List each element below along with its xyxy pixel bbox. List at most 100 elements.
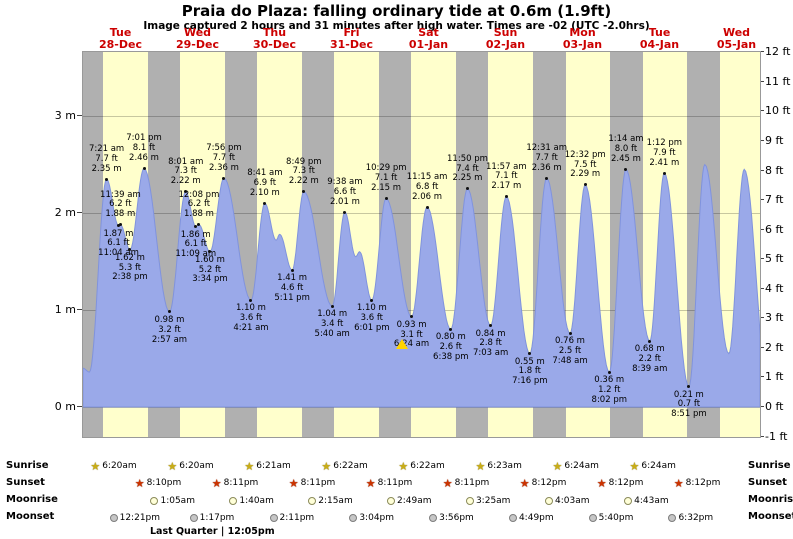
sunset-item: ★ 8:10pm: [135, 477, 182, 489]
sunrise-star-icon: ★: [629, 459, 640, 473]
axis-tick: [759, 228, 764, 230]
y-axis-right-label: 6 ft: [765, 222, 784, 236]
y-axis-right-label: 7 ft: [765, 193, 784, 207]
day-name: Sat: [418, 26, 439, 39]
day-date: 31-Dec: [330, 37, 373, 51]
tide-label-line: 2.22 m: [288, 176, 319, 187]
tide-label-line: 2.15 m: [371, 183, 402, 194]
axis-tick: [77, 309, 82, 310]
tide-label-line: 7.1 ft: [374, 173, 398, 184]
axis-tick: [77, 212, 82, 213]
tide-label-line: 6:24 am: [393, 339, 430, 350]
sunrise-item: ★ 6:21am: [244, 460, 290, 472]
tide-label-line: 7.3 ft: [292, 166, 315, 177]
tide-label-line: 0.36 m: [594, 375, 625, 386]
meter-gridline: [83, 116, 760, 117]
sunset-time: 8:12pm: [685, 478, 721, 488]
tide-label-line: 8:51 pm: [671, 409, 707, 420]
tide-label-line: 10:29 pm: [365, 163, 407, 174]
axis-tick: [759, 139, 764, 141]
sunset-star-icon: ★: [365, 476, 376, 490]
moonrise-item: 1:05am: [150, 495, 195, 507]
sunrise-star-icon: ★: [321, 459, 332, 473]
tide-label-high: 8:41 am 6.9 ft 2.10 m: [239, 168, 291, 198]
moonrise-time: 2:49am: [397, 496, 432, 506]
tide-label-line: 1:14 am: [608, 134, 644, 145]
sunrise-item: ★ 6:24am: [630, 460, 676, 472]
moonset-time: 3:56pm: [439, 513, 474, 523]
tide-label-line: 8.0 ft: [614, 144, 638, 155]
tide-point-dot: [410, 315, 414, 319]
tide-label-line: 5:40 am: [314, 328, 350, 339]
moonrise-item: 2:49am: [387, 495, 432, 507]
tide-label-line: 2.41 m: [649, 157, 680, 168]
tide-label-line: 7.5 ft: [574, 159, 597, 170]
moonrise-item: 3:25am: [465, 495, 510, 507]
axis-tick: [759, 406, 764, 407]
tide-point-dot: [545, 176, 549, 180]
moonset-item: 6:32pm: [668, 512, 713, 524]
axis-tick: [759, 258, 764, 260]
tide-label-line: 7.1 ft: [495, 171, 518, 182]
y-axis-right-label: 3 ft: [765, 311, 784, 325]
tide-label-line: 1.2 ft: [598, 384, 621, 395]
sunset-item: ★ 8:12pm: [520, 477, 567, 489]
tide-label-line: 7:21 am: [88, 144, 125, 155]
tide-label-low: 1.10 m 3.6 ft 6:01 pm: [346, 303, 398, 333]
axis-tick: [759, 435, 764, 437]
tide-point-dot: [343, 210, 347, 214]
moonrise-icon: [544, 497, 553, 505]
sunrise-star-icon: ★: [167, 459, 178, 473]
tide-label-line: 1.41 m: [277, 273, 308, 284]
tide-label-line: 6.8 ft: [415, 181, 439, 192]
moonrise-row-label-right: Moonrise: [748, 494, 793, 505]
tide-label-low: 0.98 m 3.2 ft 2:57 am: [143, 315, 195, 345]
y-axis-right-label: 11 ft: [765, 74, 791, 88]
sunset-time: 8:12pm: [531, 478, 567, 488]
tide-label-high: 11:39 am 6.2 ft 1.88 m: [94, 190, 146, 220]
moonrise-row-label-left: Moonrise: [6, 494, 58, 505]
tide-label-line: 2.36 m: [531, 162, 562, 173]
tide-label-line: 6.9 ft: [253, 178, 277, 189]
tide-label-line: 9:38 am: [327, 177, 363, 188]
moonset-icon: [269, 514, 278, 522]
tide-point-dot: [662, 171, 666, 175]
tide-point-dot: [167, 310, 171, 314]
day-date: 02-Jan: [485, 37, 526, 51]
day-date: 05-Jan: [716, 37, 757, 51]
day-name: Mon: [569, 26, 596, 39]
axis-tick: [759, 110, 764, 112]
sunset-time: 8:11pm: [377, 478, 413, 488]
last-quarter-note: Last Quarter | 12:05pm: [150, 526, 275, 537]
tide-label-low: 0.55 m 1.8 ft 7:16 pm: [504, 357, 556, 387]
tide-label-line: 8:41 am: [247, 168, 283, 179]
sunset-star-icon: ★: [134, 476, 145, 490]
tide-label-low: 1.41 m 4.6 ft 5:11 pm: [266, 273, 318, 303]
tide-point-dot: [263, 201, 267, 205]
tide-label-line: 12:32 pm: [564, 149, 606, 160]
tide-label-line: 2.10 m: [249, 187, 280, 198]
sunset-star-icon: ★: [288, 476, 299, 490]
tide-point-dot: [142, 166, 146, 170]
page-subtitle: Image captured 2 hours and 31 minutes af…: [143, 20, 650, 32]
moonrise-icon: [465, 497, 474, 505]
sunrise-time: 6:24am: [641, 461, 676, 471]
tide-point-dot: [624, 167, 628, 171]
tide-label-line: 6.2 ft: [187, 199, 211, 210]
day-name: Tue: [109, 26, 132, 39]
tide-label-line: 1.87 m: [103, 228, 134, 239]
tide-label-line: 2.5 ft: [558, 346, 582, 357]
day-date: 04-Jan: [639, 37, 680, 51]
day-name: Wed: [722, 26, 751, 39]
sunrise-item: ★ 6:24am: [553, 460, 599, 472]
day-date: 29-Dec: [176, 37, 219, 51]
tide-label-line: 2.17 m: [491, 181, 522, 192]
sunrise-time: 6:21am: [256, 461, 291, 471]
tide-label-low: 0.93 m 3.1 ft 6:24 am: [386, 320, 438, 350]
tide-label-line: 1.10 m: [235, 303, 266, 314]
day-name: Tue: [648, 26, 671, 39]
tide-label-line: 8:49 pm: [286, 156, 322, 167]
tide-label-high: 7:56 pm 7.7 ft 2.36 m: [198, 143, 250, 173]
day-header: Tue 28-Dec: [82, 27, 159, 50]
sunset-item: ★ 8:12pm: [674, 477, 721, 489]
